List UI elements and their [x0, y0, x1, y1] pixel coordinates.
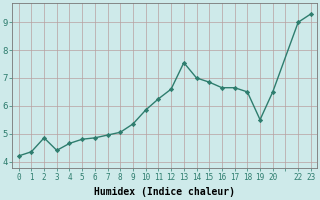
X-axis label: Humidex (Indice chaleur): Humidex (Indice chaleur): [94, 187, 235, 197]
